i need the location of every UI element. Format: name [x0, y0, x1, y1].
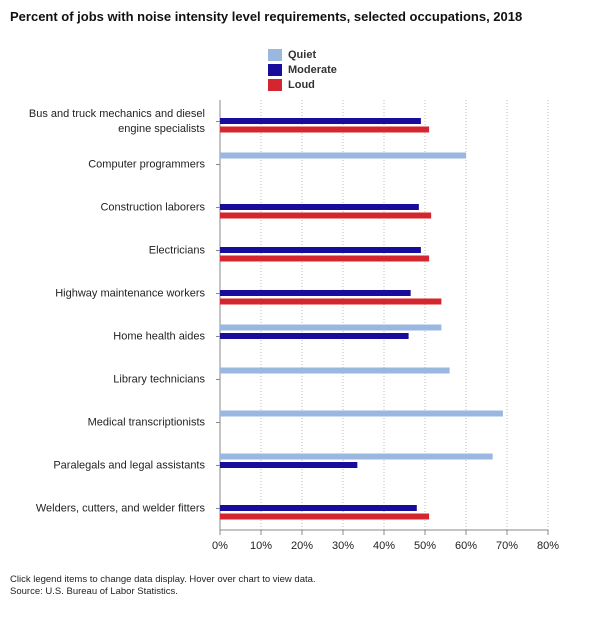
y-tick-label: Bus and truck mechanics and diesel engin… [28, 107, 205, 135]
bar [220, 505, 417, 511]
x-tick-label: 80% [537, 540, 559, 552]
legend-item[interactable]: Moderate [268, 64, 337, 76]
x-tick-label: 10% [250, 540, 272, 552]
bar [220, 126, 430, 133]
y-tick-label: Paralegals and legal assistants [53, 459, 205, 471]
y-tick-label: Welders, cutters, and welder fitters [35, 502, 205, 514]
bar [220, 367, 450, 374]
bar [220, 118, 421, 124]
footnote: Source: U.S. Bureau of Labor Statistics. [10, 586, 178, 597]
y-tick-label: Construction laborers [100, 201, 205, 213]
bar [220, 290, 411, 296]
legend-label: Loud [288, 79, 315, 91]
legend-label: Moderate [288, 64, 337, 76]
bar [220, 152, 466, 159]
legend-item[interactable]: Loud [268, 79, 315, 91]
legend-swatch [268, 64, 282, 76]
y-tick-label: Library technicians [113, 373, 205, 385]
bar [220, 212, 432, 219]
bar [220, 453, 493, 460]
legend-item[interactable]: Quiet [268, 49, 316, 61]
y-tick-label: Medical transcriptionists [87, 416, 205, 428]
bar [220, 462, 358, 468]
bar [220, 333, 409, 339]
y-tick-label: Computer programmers [88, 158, 205, 170]
x-tick-label: 20% [291, 540, 313, 552]
x-tick-label: 40% [373, 540, 395, 552]
bar [220, 513, 430, 520]
x-tick-label: 70% [496, 540, 518, 552]
y-tick-label: Highway maintenance workers [55, 287, 205, 299]
y-tick-label: Home health aides [113, 330, 205, 342]
legend-label: Quiet [288, 49, 316, 61]
x-tick-label: 0% [212, 540, 228, 552]
y-tick-label: Electricians [148, 244, 205, 256]
bar [220, 298, 442, 305]
bar [220, 255, 430, 262]
bar [220, 410, 503, 417]
x-tick-label: 30% [332, 540, 354, 552]
legend-swatch [268, 49, 282, 61]
x-tick-label: 60% [455, 540, 477, 552]
bar [220, 324, 442, 331]
chart-title: Percent of jobs with noise intensity lev… [10, 9, 523, 24]
bar [220, 247, 421, 253]
legend-swatch [268, 79, 282, 91]
bar [220, 204, 419, 210]
x-tick-label: 50% [414, 540, 436, 552]
footnote: Click legend items to change data displa… [10, 574, 316, 585]
